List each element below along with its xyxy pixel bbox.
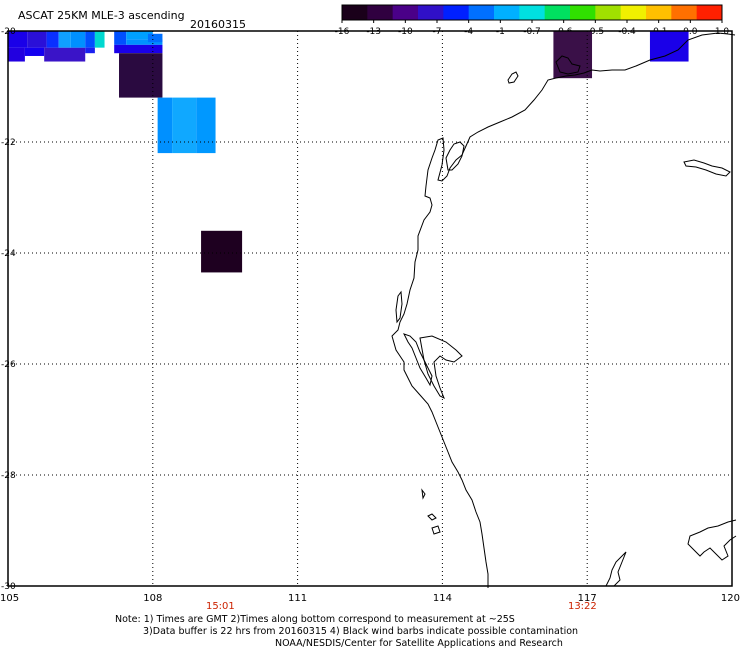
- wind-cell: [172, 97, 197, 154]
- wind-cell: [46, 31, 59, 48]
- colorbar-tick-label: -16: [335, 27, 350, 37]
- pass-times: 15:01 13:22: [206, 601, 597, 612]
- wind-cell: [649, 31, 689, 62]
- wind-cell: [126, 31, 153, 40]
- wind-map: -16-13-10-7-4-1-0.7-0.6-0.5-0.4-0.10.01.…: [0, 4, 740, 612]
- latitude-label: -22: [1, 138, 16, 148]
- colorbar-swatch: [367, 5, 394, 20]
- colorbar-tick-label: -0.7: [523, 27, 541, 37]
- longitude-label: 105: [0, 593, 19, 604]
- map-frame: [7, 30, 733, 587]
- colorbar-swatch: [519, 5, 546, 20]
- product-title: ASCAT 25KM MLE-3 ascending: [18, 9, 185, 22]
- colorbar-tick-label: -13: [366, 27, 381, 37]
- wind-cell: [126, 39, 163, 45]
- latitude-label: -24: [1, 249, 16, 259]
- colorbar-tick-label: -0.4: [618, 27, 636, 37]
- wind-cell: [8, 47, 25, 62]
- latitude-label: -20: [1, 27, 16, 37]
- longitude-label: 114: [433, 593, 452, 604]
- wind-cell: [94, 31, 105, 48]
- wind-cell: [119, 53, 163, 98]
- colorbar-swatch: [595, 5, 622, 20]
- colorbar-tick-label: 0.0: [683, 27, 698, 37]
- wind-cell: [196, 97, 216, 154]
- longitude-label: 108: [143, 593, 162, 604]
- colorbar-swatch: [646, 5, 672, 20]
- pass-time-label: 13:22: [568, 601, 597, 612]
- lat-lon-grid: [8, 31, 732, 586]
- note-line-3: NOAA/NESDIS/Center for Satellite Applica…: [275, 638, 563, 649]
- wind-cell: [44, 47, 86, 62]
- colorbar-tick-label: -0.5: [587, 27, 605, 37]
- colorbar: [341, 4, 723, 21]
- note-line-1: Note: 1) Times are GMT 2)Times along bot…: [115, 614, 515, 625]
- colorbar-tick-label: -10: [398, 27, 413, 37]
- latitude-label: -30: [1, 582, 16, 592]
- wind-cell: [58, 31, 71, 48]
- colorbar-swatch: [392, 5, 419, 20]
- wind-cell: [114, 31, 127, 45]
- wind-cell: [157, 97, 173, 154]
- wind-cell: [24, 47, 45, 56]
- pass-time-label: 15:01: [206, 601, 235, 612]
- longitude-label: 120: [721, 593, 740, 604]
- colorbar-tick-label: -4: [464, 27, 473, 37]
- colorbar-swatch: [620, 5, 647, 20]
- coastline: [391, 32, 737, 588]
- latitude-label: -26: [1, 360, 16, 370]
- colorbar-ticks: -16-13-10-7-4-1-0.7-0.6-0.5-0.4-0.10.01.…: [335, 20, 730, 37]
- wind-data-cells: [8, 31, 689, 273]
- wind-cell: [8, 31, 28, 48]
- product-date: 20160315: [190, 18, 246, 31]
- wind-cell: [114, 44, 163, 54]
- wind-cell: [201, 230, 243, 273]
- wind-cell: [70, 31, 86, 48]
- colorbar-swatch: [544, 5, 571, 20]
- colorbar-tick-label: -1: [496, 27, 505, 37]
- wind-cell: [147, 33, 163, 43]
- colorbar-tick-label: 1.0: [715, 27, 730, 37]
- colorbar-swatch: [418, 5, 444, 20]
- colorbar-swatch: [570, 5, 596, 20]
- colorbar-swatch: [468, 5, 495, 20]
- wind-cell: [85, 47, 95, 54]
- colorbar-swatch: [494, 5, 520, 20]
- wind-cell: [27, 31, 47, 48]
- longitude-label: 117: [578, 593, 597, 604]
- latitude-label: -28: [1, 471, 16, 481]
- colorbar-swatch: [696, 5, 723, 20]
- colorbar-swatch: [443, 5, 470, 20]
- colorbar-swatch: [342, 5, 368, 20]
- longitude-label: 111: [288, 593, 307, 604]
- colorbar-swatch: [671, 5, 698, 20]
- note-line-2: 3)Data buffer is 22 hrs from 20160315 4)…: [143, 626, 579, 637]
- colorbar-tick-label: -7: [433, 27, 442, 37]
- latitude-labels: -20 -22 -24 -26 -28 -30: [1, 27, 16, 592]
- longitude-labels: 105 108 111 114 117 120: [0, 593, 740, 604]
- wind-cell: [85, 31, 95, 48]
